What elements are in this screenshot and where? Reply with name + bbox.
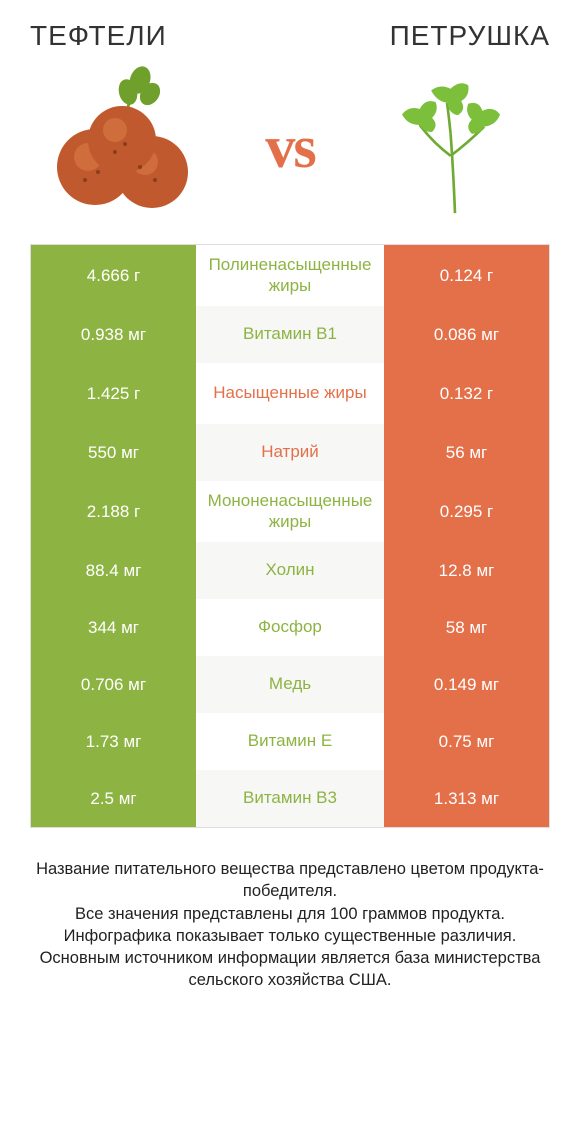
right-value: 0.75 мг xyxy=(384,713,549,770)
left-value: 550 мг xyxy=(31,424,196,481)
vs-label: vs xyxy=(265,113,314,182)
right-value: 1.313 мг xyxy=(384,770,549,827)
table-row: 4.666 гПолиненасыщенные жиры0.124 г xyxy=(31,245,549,306)
header-row: ТЕФТЕЛИ ПЕТРУШКА xyxy=(30,20,550,52)
nutrient-label: Витамин B3 xyxy=(196,770,384,827)
footnote-line: Все значения представлены для 100 граммо… xyxy=(34,903,546,925)
right-value: 56 мг xyxy=(384,424,549,481)
table-row: 1.425 гНасыщенные жиры0.132 г xyxy=(31,363,549,424)
footnote-line: Основным источником информации является … xyxy=(34,947,546,992)
nutrient-label: Витамин B1 xyxy=(196,306,384,363)
table-row: 1.73 мгВитамин E0.75 мг xyxy=(31,713,549,770)
table-row: 2.5 мгВитамин B31.313 мг xyxy=(31,770,549,827)
nutrient-label: Насыщенные жиры xyxy=(196,363,384,424)
left-value: 0.938 мг xyxy=(31,306,196,363)
left-value: 2.188 г xyxy=(31,481,196,542)
infographic-container: ТЕФТЕЛИ ПЕТРУШКА xyxy=(0,0,580,1012)
nutrient-label: Холин xyxy=(196,542,384,599)
nutrient-label: Медь xyxy=(196,656,384,713)
table-row: 550 мгНатрий56 мг xyxy=(31,424,549,481)
left-value: 0.706 мг xyxy=(31,656,196,713)
meatballs-icon xyxy=(40,62,210,232)
footnote-line: Инфографика показывает только существенн… xyxy=(34,925,546,947)
table-row: 0.706 мгМедь0.149 мг xyxy=(31,656,549,713)
nutrient-label: Витамин E xyxy=(196,713,384,770)
left-value: 1.73 мг xyxy=(31,713,196,770)
left-value: 2.5 мг xyxy=(31,770,196,827)
right-value: 0.124 г xyxy=(384,245,549,306)
footnote-line: Название питательного вещества представл… xyxy=(34,858,546,903)
nutrient-label: Фосфор xyxy=(196,599,384,656)
footnote: Название питательного вещества представл… xyxy=(30,858,550,1012)
right-value: 12.8 мг xyxy=(384,542,549,599)
right-value: 58 мг xyxy=(384,599,549,656)
nutrient-label: Мононенасыщенные жиры xyxy=(196,481,384,542)
table-row: 88.4 мгХолин12.8 мг xyxy=(31,542,549,599)
parsley-icon xyxy=(370,62,540,232)
left-value: 88.4 мг xyxy=(31,542,196,599)
nutrient-label: Полиненасыщенные жиры xyxy=(196,245,384,306)
left-value: 1.425 г xyxy=(31,363,196,424)
right-value: 0.086 мг xyxy=(384,306,549,363)
left-value: 344 мг xyxy=(31,599,196,656)
images-row: vs xyxy=(30,62,550,232)
comparison-table: 4.666 гПолиненасыщенные жиры0.124 г0.938… xyxy=(30,244,550,828)
table-row: 2.188 гМононенасыщенные жиры0.295 г xyxy=(31,481,549,542)
right-value: 0.149 мг xyxy=(384,656,549,713)
title-left: ТЕФТЕЛИ xyxy=(30,20,167,52)
right-value: 0.295 г xyxy=(384,481,549,542)
nutrient-label: Натрий xyxy=(196,424,384,481)
right-value: 0.132 г xyxy=(384,363,549,424)
title-right: ПЕТРУШКА xyxy=(390,20,550,52)
table-row: 344 мгФосфор58 мг xyxy=(31,599,549,656)
left-value: 4.666 г xyxy=(31,245,196,306)
table-row: 0.938 мгВитамин B10.086 мг xyxy=(31,306,549,363)
